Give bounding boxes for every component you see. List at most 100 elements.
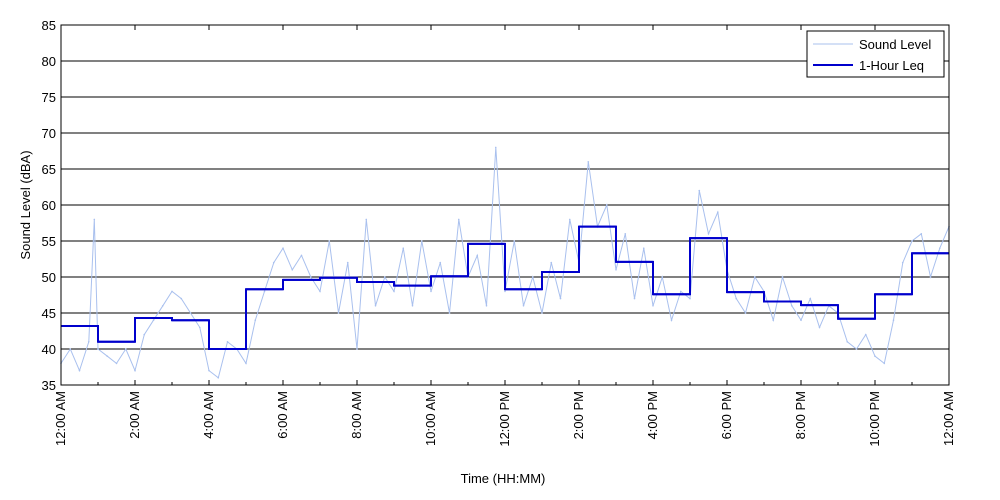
sound-level-point	[309, 276, 312, 278]
sound-level-point	[300, 254, 303, 257]
legend-label-leq: 1-Hour Leq	[859, 58, 924, 73]
sound-level-point	[161, 305, 164, 307]
sound-level-point	[180, 297, 183, 300]
sound-level-point	[346, 261, 349, 264]
sound-level-point	[753, 276, 756, 278]
sound-level-point	[402, 247, 405, 249]
sound-level-point	[226, 341, 229, 343]
sound-level-point	[485, 305, 488, 307]
sound-level-point	[670, 319, 673, 322]
x-tick-label: 6:00 AM	[275, 391, 290, 439]
sound-level-point	[115, 362, 118, 365]
y-tick-label: 45	[42, 306, 56, 321]
sound-level-point	[476, 254, 479, 257]
sound-level-point	[864, 333, 867, 336]
sound-level-point	[245, 362, 247, 365]
sound-level-point	[356, 348, 358, 350]
sound-level-point	[374, 305, 377, 307]
y-tick-label: 55	[42, 234, 56, 249]
sound-level-point	[272, 261, 275, 264]
y-tick-label: 65	[42, 162, 56, 177]
y-tick-label: 70	[42, 126, 56, 141]
sound-level-point	[393, 290, 395, 293]
sound-level-point	[383, 276, 386, 278]
sound-level-point	[87, 341, 90, 343]
sound-level-point	[439, 261, 442, 264]
sound-level-point	[106, 355, 109, 358]
sound-level-point	[642, 247, 645, 249]
series-leq-step-line	[61, 225, 949, 350]
x-tick-label: 10:00 AM	[423, 391, 438, 446]
sound-level-point	[124, 348, 127, 350]
sound-level-point	[855, 348, 858, 350]
sound-level-point	[522, 305, 525, 307]
series-sound-level-line	[60, 147, 950, 379]
sound-level-point	[365, 218, 368, 221]
sound-level-point	[818, 326, 821, 329]
x-tick-label: 4:00 AM	[201, 391, 216, 439]
x-tick-label: 12:00 AM	[53, 391, 68, 446]
series-layer	[60, 146, 950, 379]
sound-level-point	[78, 369, 81, 372]
sound-level-point	[208, 369, 210, 372]
sound-level-point	[457, 218, 460, 221]
legend: Sound Level 1-Hour Leq	[806, 30, 945, 78]
sound-level-point	[652, 305, 654, 307]
y-tick-label: 75	[42, 90, 56, 105]
sound-level-point	[411, 305, 414, 307]
sound-level-point	[541, 312, 543, 314]
sound-level-point	[624, 233, 627, 235]
x-tick-label: 8:00 PM	[793, 391, 808, 439]
x-tick-label: 2:00 PM	[571, 391, 586, 439]
sound-level-point	[587, 161, 590, 163]
sound-level-point	[559, 297, 562, 300]
sound-level-point	[189, 312, 192, 314]
sound-level-point	[291, 269, 294, 271]
sound-level-point	[448, 312, 451, 314]
sound-level-point	[550, 261, 553, 264]
sound-level-point	[744, 312, 747, 314]
sound-level-point	[679, 290, 682, 293]
y-tick-label: 35	[42, 378, 56, 393]
sound-level-point	[790, 305, 793, 307]
y-tick-label: 60	[42, 198, 56, 213]
y-tick-label: 40	[42, 342, 56, 357]
sound-level-point	[568, 218, 571, 221]
sound-level-point	[929, 276, 932, 278]
sound-level-point	[319, 290, 321, 293]
x-tick-label: 2:00 AM	[127, 391, 142, 439]
sound-level-point	[874, 355, 876, 358]
sound-level-point	[337, 312, 340, 314]
sound-level-point	[198, 326, 201, 329]
sound-level-point	[661, 276, 664, 278]
sound-level-point	[171, 290, 173, 293]
sound-level-point	[846, 341, 849, 343]
sound-level-point	[911, 240, 913, 242]
sound-level-point	[282, 247, 284, 249]
sound-level-point	[615, 269, 617, 271]
sound-level-point	[93, 218, 96, 221]
sound-level-point	[735, 297, 738, 300]
sound-level-point	[217, 377, 220, 379]
sound-level-point	[920, 233, 923, 235]
x-tick-label: 12:00 PM	[497, 391, 512, 447]
x-tick-label: 8:00 AM	[349, 391, 364, 439]
sound-level-point	[430, 290, 432, 293]
legend-box	[806, 30, 945, 78]
sound-level-point	[152, 319, 155, 322]
sound-level-point	[633, 297, 636, 300]
sound-level-point	[707, 233, 710, 235]
sound-level-point	[254, 319, 257, 322]
legend-label-sound-level: Sound Level	[859, 37, 931, 52]
y-tick-label: 80	[42, 54, 56, 69]
sound-level-point	[800, 319, 802, 322]
sound-level-point	[420, 240, 423, 242]
y-axis-ticks: 35 40 45 50 55 60 65 70 75 80 85	[42, 18, 949, 393]
gridlines	[61, 60, 949, 350]
sound-level-point	[531, 276, 534, 278]
x-axis-label: Time (HH:MM)	[461, 471, 546, 486]
sound-level-point	[689, 297, 691, 300]
sound-level-point	[716, 211, 719, 213]
sound-level-point	[494, 146, 497, 149]
